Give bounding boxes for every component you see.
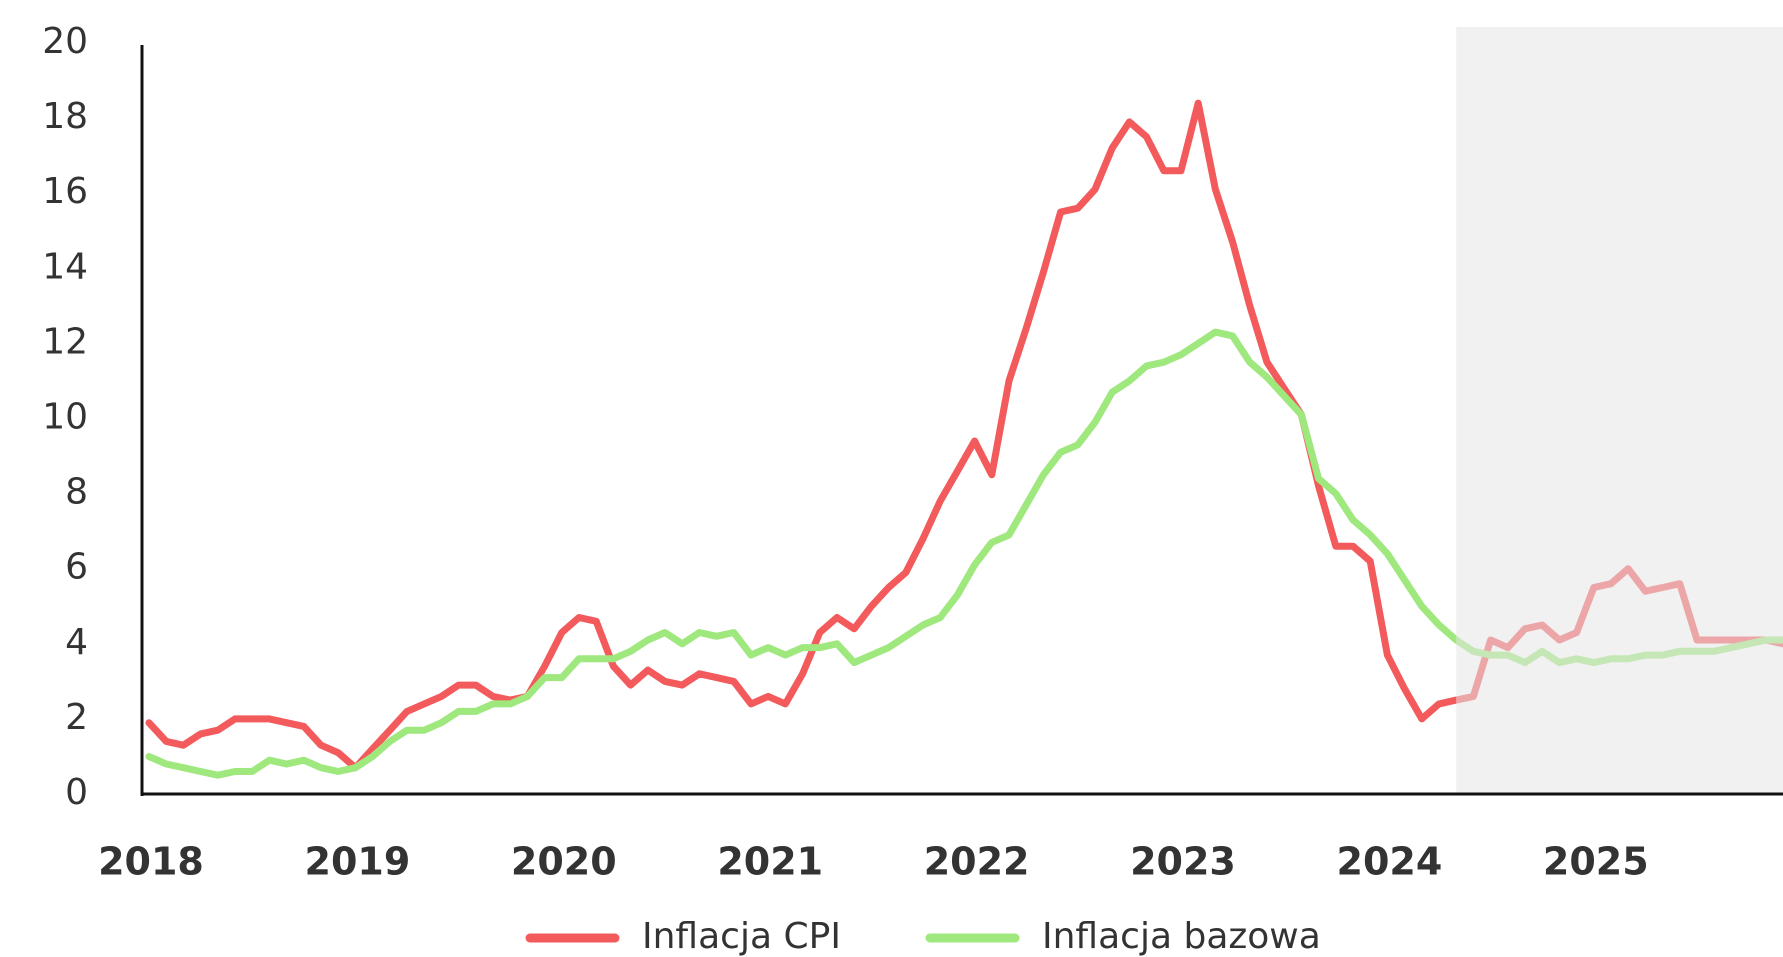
y-tick-label: 6 [65,547,88,588]
x-tick-label: 2023 [1130,840,1236,884]
forecast-area [1456,27,1783,794]
x-tick-label: 2021 [717,840,823,884]
y-tick-label: 20 [42,21,88,62]
y-tick-label: 18 [42,96,88,137]
y-tick-label: 12 [42,321,88,362]
x-tick-label: 2024 [1337,840,1443,884]
x-tick-label: 2018 [98,840,204,884]
y-tick-label: 16 [42,171,88,212]
y-tick-label: 14 [42,246,88,287]
y-tick-label: 4 [65,622,88,663]
y-tick-label: 10 [42,397,88,438]
y-tick-label: 8 [65,472,88,513]
x-tick-label: 2019 [305,840,411,884]
y-tick-label: 0 [65,772,88,813]
x-tick-label: 2020 [511,840,617,884]
legend-label: Inflacja bazowa [1042,916,1321,957]
legend-label: Inflacja CPI [642,916,841,957]
x-tick-label: 2025 [1543,840,1649,884]
y-tick-label: 2 [65,697,88,738]
x-tick-label: 2022 [924,840,1030,884]
